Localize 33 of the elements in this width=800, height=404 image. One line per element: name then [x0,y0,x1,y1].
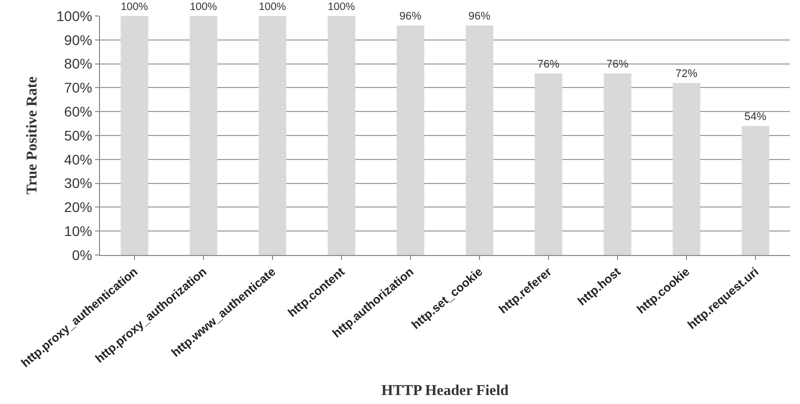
y-tick-label: 10% [64,223,92,239]
bar [672,82,700,255]
y-tick-label: 0% [72,246,92,263]
bar [328,16,356,255]
data-label: 76% [537,58,560,70]
y-tick-label: 50% [64,127,92,144]
data-label: 76% [606,58,629,70]
bar [742,126,770,255]
y-tick-label: 40% [64,151,92,168]
y-tick-label: 60% [64,104,92,120]
bar [120,16,148,255]
bar [258,16,286,255]
y-tick-label: 100% [56,8,92,24]
data-label: 100% [328,1,356,14]
data-label: 100% [190,1,218,14]
data-label: 72% [675,68,698,80]
y-tick-label: 80% [64,56,92,72]
data-label: 100% [258,1,287,14]
data-label: 54% [744,110,767,123]
y-tick-label: 30% [64,175,92,192]
bar [466,26,494,255]
data-label: 100% [120,1,149,14]
y-axis-title: True Positive Rate [24,76,41,195]
x-axis-title: HTTP Header Field [381,383,510,400]
y-tick-label: 70% [64,80,92,96]
data-label: 96% [468,10,491,23]
bar [190,16,218,255]
y-tick-label: 90% [64,32,92,48]
y-tick-label: 20% [64,199,92,216]
bar [396,26,424,255]
bar [534,73,562,255]
bar [604,73,632,255]
data-label: 96% [399,10,422,23]
